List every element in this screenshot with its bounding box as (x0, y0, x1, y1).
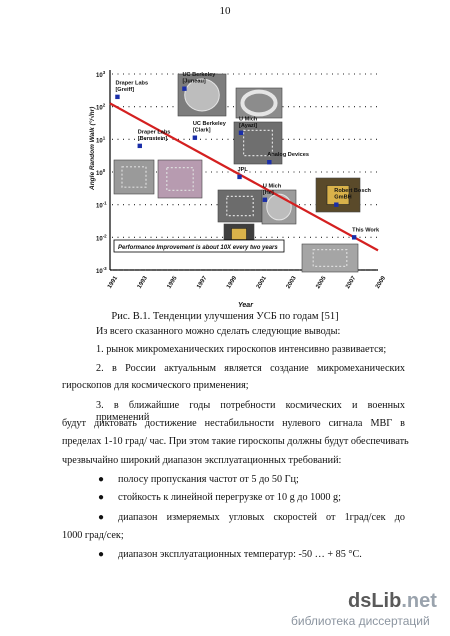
device-photo-detail (226, 195, 254, 217)
data-point (137, 143, 142, 149)
data-point-label: Robert Bosch GmBH (334, 188, 371, 201)
bullet-marker: ● (98, 549, 105, 560)
device-photo-detail (312, 249, 348, 268)
requirement-temperature: диапазон эксплуатационных температур: -5… (118, 549, 362, 560)
bullet-marker: ● (98, 474, 105, 485)
data-point (182, 86, 187, 91)
x-tick-label: 2009 (375, 275, 386, 290)
data-point-label: This Work (352, 227, 380, 233)
data-point (267, 160, 272, 165)
conclusion-item-3-line-4: чрезвычайно широкий диапазон эксплуатаци… (62, 455, 342, 466)
device-photo (301, 243, 359, 273)
device-photo-detail (184, 78, 220, 112)
data-point (351, 235, 357, 240)
y-tick-label: 10-2 (96, 233, 107, 242)
x-tick-label: 1995 (166, 275, 179, 290)
device-photo (157, 159, 203, 199)
data-point-label: Draper Labs [Greiff] (115, 80, 148, 93)
requirement-bandwidth: полосу пропускания частот от 5 до 50 Гц; (118, 474, 299, 485)
device-photo-detail (243, 129, 274, 157)
requirement-angular-rate-line-1: диапазон измеряемых угловых скоростей от… (118, 512, 405, 523)
data-point (262, 197, 268, 202)
page-number: 10 (219, 5, 231, 17)
data-point (192, 135, 198, 140)
bullet-marker: ● (98, 492, 105, 503)
device-photo-detail (121, 166, 147, 188)
requirement-angular-rate-line-2: 1000 град/сек; (62, 530, 124, 541)
annotation-text: Performance Improvement is about 10X eve… (118, 245, 278, 251)
data-point (115, 94, 120, 100)
data-point-label: U Mich [He] (263, 183, 282, 196)
data-point (237, 174, 242, 180)
requirement-overload: стойкость к линейной перегрузке от 10 g … (118, 492, 341, 503)
device-photo-detail (240, 89, 278, 117)
y-tick-label: 103 (96, 70, 106, 79)
y-tick-label: 100 (96, 168, 106, 177)
x-tick-label: 1991 (107, 275, 120, 290)
y-tick-label: 10-1 (96, 201, 107, 210)
device-photo (113, 159, 155, 195)
device-photo-detail (166, 166, 194, 191)
data-point-label: UC Berkeley [Clark] (193, 121, 227, 134)
y-tick-label: 10-3 (96, 266, 107, 275)
x-axis-label: Year (238, 302, 254, 309)
chart-figure: 103 102 101 100 10-1 10-2 10-3 1991 1993 1995 1997… (86, 62, 386, 310)
conclusion-item-2-line-1: 2. в России актуальным является создание… (96, 363, 405, 374)
y-tick-label: 102 (96, 103, 106, 112)
device-photo-detail (231, 228, 247, 240)
y-tick-label: 101 (96, 135, 106, 144)
x-tick-label: 1999 (226, 275, 239, 290)
intro-text: Из всего сказанного можно сделать следую… (96, 326, 341, 337)
data-point (238, 130, 244, 135)
y-axis-label: Angle Random Walk (°/√hr) (88, 107, 96, 191)
conclusion-item-2-line-2: гироскопов для космического применения; (62, 380, 249, 391)
device-photo-detail (266, 193, 292, 221)
device-photo (217, 189, 263, 223)
x-tick-label: 2005 (315, 275, 328, 290)
watermark-subtitle: библиотека диссертаций (291, 614, 430, 628)
conclusion-item-3-line-2: будут диктовать достижение нестабильност… (62, 418, 405, 429)
x-tick-label: 2001 (256, 275, 269, 290)
data-point-label: U Mich [Ayazi] (239, 116, 258, 129)
trend-line (109, 102, 379, 252)
x-tick-label: 2003 (286, 275, 299, 290)
conclusion-item-3-line-3: пределах 1-10 град/ час. При этом такие … (62, 436, 409, 447)
conclusion-item-1: 1. рынок микромеханических гироскопов ин… (96, 344, 387, 355)
x-tick-label: 1993 (137, 275, 150, 290)
data-point (334, 202, 339, 207)
data-point-label: UC Berkeley [Juneau] (182, 72, 216, 85)
device-photo (233, 121, 283, 165)
x-tick-label: 1997 (196, 275, 209, 290)
figure-caption: Рис. В.1. Тенденции улучшения УСБ по год… (111, 311, 339, 322)
annotation-box (113, 239, 285, 253)
x-tick-label: 2007 (345, 275, 358, 290)
data-point-label: Analog Devices (267, 152, 309, 158)
data-point-label: JPL (238, 167, 249, 173)
conclusion-item-3-line-1: 3. в ближайшие годы потребности космичес… (96, 400, 405, 423)
watermark-logo: dsLib.net (348, 590, 437, 612)
bullet-marker: ● (98, 512, 105, 523)
data-point-label: Draper Labs [Bernstein] (138, 129, 171, 142)
